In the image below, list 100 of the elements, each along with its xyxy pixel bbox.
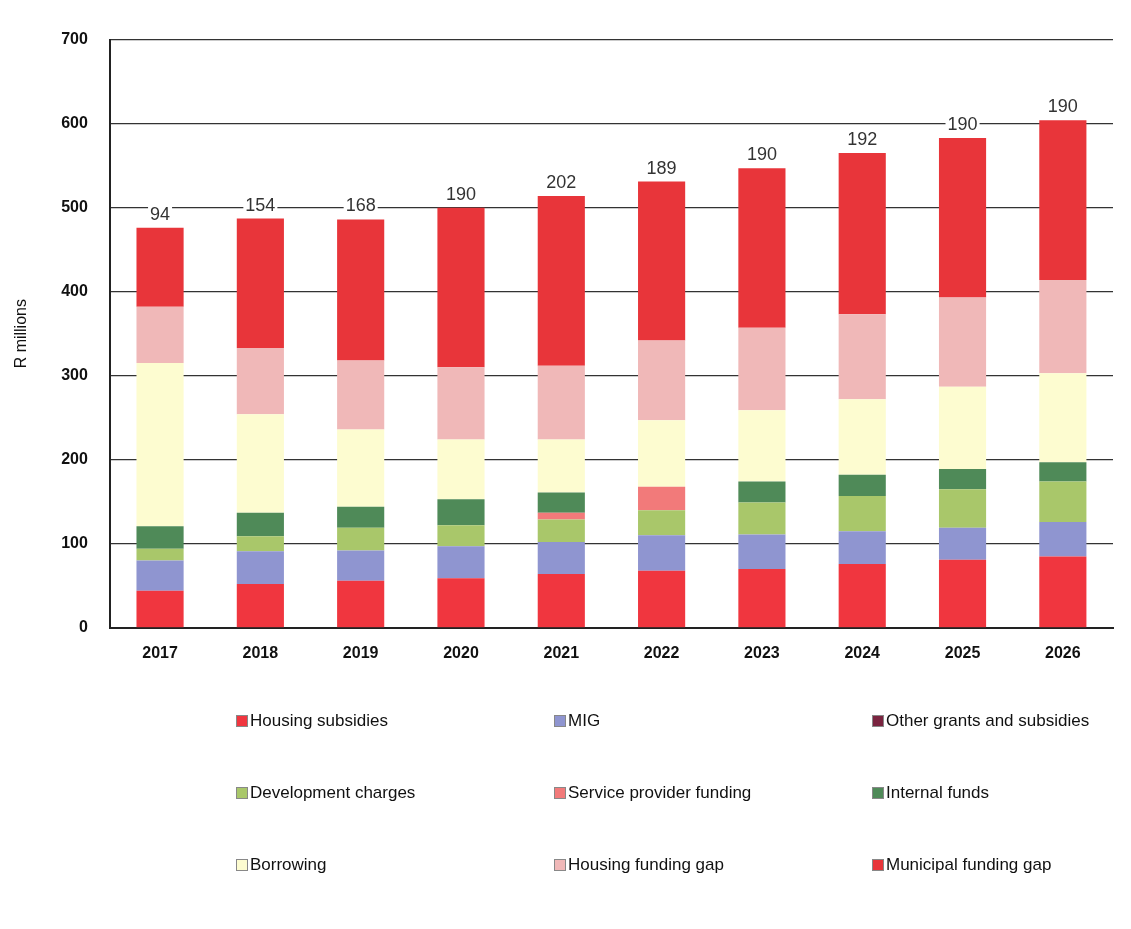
- bar: [638, 181, 686, 341]
- bar: [537, 365, 585, 440]
- x-tick-label: 2020: [443, 643, 479, 661]
- data-label: 154: [245, 194, 276, 215]
- data-label: 94: [150, 203, 171, 224]
- data-label: 190: [445, 183, 477, 204]
- bar: [236, 584, 284, 628]
- bar: [236, 512, 284, 537]
- bar: [136, 227, 184, 307]
- bar: [537, 519, 585, 543]
- bar: [337, 429, 385, 507]
- y-tick-label: 0: [78, 618, 88, 636]
- bar: [1039, 462, 1087, 482]
- y-tick-label: 100: [61, 534, 88, 552]
- bar: [236, 347, 284, 415]
- data-label: 168: [345, 195, 376, 216]
- bar: [938, 386, 987, 469]
- bar: [136, 526, 184, 549]
- bar: [738, 327, 786, 411]
- bar: [337, 527, 385, 551]
- bar: [437, 207, 485, 368]
- y-tick-label: 600: [61, 114, 88, 132]
- bar: [638, 486, 686, 511]
- bar: [638, 340, 686, 421]
- bar: [738, 502, 786, 535]
- legend-label: Service provider funding: [568, 783, 752, 803]
- bar: [437, 546, 485, 579]
- bar: [537, 492, 585, 513]
- bar: [437, 499, 485, 526]
- legend-label: Municipal funding gap: [886, 855, 1052, 875]
- x-tick-label: 2018: [242, 643, 279, 661]
- bar: [938, 468, 987, 490]
- x-tick-label: 2019: [342, 643, 379, 661]
- bar: [1039, 556, 1087, 628]
- bar: [1039, 521, 1087, 557]
- y-tick-label: 300: [61, 366, 88, 384]
- bar: [738, 534, 786, 569]
- data-label: 189: [646, 157, 677, 178]
- bar: [738, 568, 786, 628]
- bar: [738, 168, 786, 328]
- bar: [136, 306, 184, 364]
- bar: [938, 489, 987, 528]
- bar: [838, 474, 886, 496]
- bar: [638, 535, 686, 571]
- bar: [337, 550, 385, 581]
- data-label: 192: [847, 129, 878, 150]
- x-tick-label: 2025: [944, 643, 981, 661]
- bar: [337, 580, 385, 628]
- bar: [437, 439, 485, 500]
- bar: [838, 399, 886, 475]
- bar: [537, 195, 585, 366]
- legend-label: Borrowing: [250, 855, 327, 875]
- bar: [136, 560, 184, 591]
- bar: [136, 590, 184, 628]
- legend-label: MIG: [568, 711, 601, 731]
- bar: [1039, 279, 1087, 374]
- bar: [136, 548, 184, 561]
- bar: [1039, 373, 1087, 463]
- bar: [337, 360, 385, 430]
- bar: [938, 297, 987, 387]
- data-label: 190: [1047, 96, 1078, 117]
- bar: [738, 410, 786, 482]
- bar: [1039, 120, 1087, 280]
- legend-label: Housing funding gap: [568, 855, 724, 875]
- data-label: 190: [947, 113, 978, 134]
- bar: [236, 551, 284, 585]
- x-tick-label: 2021: [543, 643, 580, 661]
- bar: [838, 314, 886, 400]
- legend-label: Internal funds: [886, 783, 990, 803]
- data-label: 190: [746, 144, 777, 165]
- legend-label: Development charges: [250, 783, 416, 803]
- bar: [838, 563, 886, 628]
- x-tick-label: 2026: [1045, 643, 1081, 661]
- bar: [838, 495, 886, 532]
- x-tick-label: 2023: [744, 643, 780, 661]
- bar: [537, 439, 585, 493]
- bar: [537, 542, 585, 575]
- bar: [437, 367, 485, 440]
- x-tick-label: 2017: [142, 643, 178, 661]
- bar: [337, 219, 385, 361]
- bar: [738, 481, 786, 503]
- bar: [638, 570, 686, 628]
- bar: [638, 510, 686, 536]
- y-tick-label: 500: [61, 198, 88, 216]
- bar: [638, 420, 686, 487]
- x-tick-label: 2022: [643, 643, 680, 661]
- y-axis-title: R millions: [12, 299, 30, 369]
- bar: [236, 536, 284, 552]
- y-tick-label: 200: [61, 450, 88, 468]
- y-tick-label: 400: [61, 282, 88, 300]
- bar: [1039, 481, 1087, 522]
- bar: [136, 363, 184, 527]
- bar: [938, 559, 987, 628]
- bar: [938, 527, 987, 560]
- bar: [337, 506, 385, 528]
- bar: [938, 137, 987, 298]
- legend-label: Other grants and subsidies: [886, 711, 1090, 731]
- bar: [838, 531, 886, 564]
- data-label: 202: [546, 171, 577, 192]
- y-tick-label: 700: [61, 30, 88, 48]
